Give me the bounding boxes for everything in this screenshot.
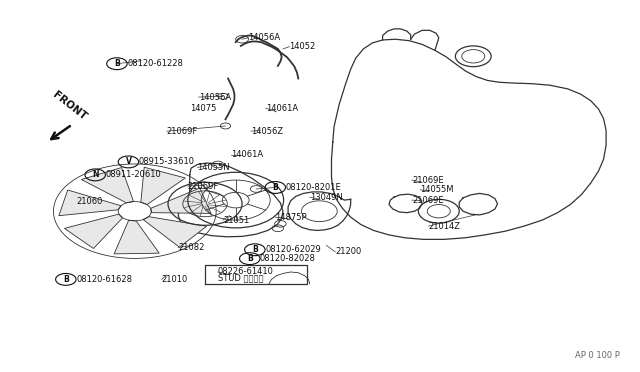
Text: 14075: 14075 [189,104,216,113]
Text: STUD スタッド: STUD スタッド [218,273,263,282]
Text: B: B [252,245,258,254]
Text: 14061A: 14061A [230,150,262,159]
Text: 21069E: 21069E [412,176,444,185]
Text: N: N [92,170,99,179]
Polygon shape [150,188,211,214]
Text: 21014Z: 21014Z [429,221,461,231]
Text: 14061A: 14061A [266,104,298,113]
Polygon shape [114,220,159,254]
Polygon shape [81,167,134,203]
Text: 14875P: 14875P [275,213,307,222]
Text: B: B [63,275,68,284]
Polygon shape [143,217,207,247]
Text: 08911-20610: 08911-20610 [106,170,161,179]
Text: 13049N: 13049N [310,193,342,202]
Text: 08120-61228: 08120-61228 [127,59,183,68]
Text: 14055N: 14055N [197,163,230,172]
Text: B: B [114,59,120,68]
Text: 21069E: 21069E [412,196,444,205]
Text: 14056Z: 14056Z [251,126,283,136]
Text: 21051: 21051 [223,216,249,225]
Text: 21200: 21200 [335,247,362,256]
Text: 21010: 21010 [162,275,188,284]
Text: 21060: 21060 [76,197,102,206]
Text: B: B [273,183,278,192]
Polygon shape [65,214,123,248]
Text: 08120-61628: 08120-61628 [76,275,132,284]
Text: FRONT: FRONT [51,90,88,122]
Text: 21069F: 21069F [188,182,219,190]
Text: 08120-82028: 08120-82028 [260,254,316,263]
Text: 08915-33610: 08915-33610 [139,157,195,166]
Text: 08120-62029: 08120-62029 [265,245,321,254]
Text: 21082: 21082 [178,243,205,252]
Polygon shape [59,190,121,216]
Text: 14056A: 14056A [248,33,280,42]
Text: V: V [125,157,131,166]
Text: 08120-8201E: 08120-8201E [285,183,341,192]
Text: 14052: 14052 [289,42,316,51]
Polygon shape [141,167,186,205]
Text: AP 0 100 P: AP 0 100 P [575,351,620,360]
Text: 08226-61410: 08226-61410 [218,267,274,276]
Text: 14055M: 14055M [420,185,454,194]
Text: B: B [247,254,253,263]
Text: 21069F: 21069F [167,126,198,136]
Text: 14056A: 14056A [198,93,231,102]
